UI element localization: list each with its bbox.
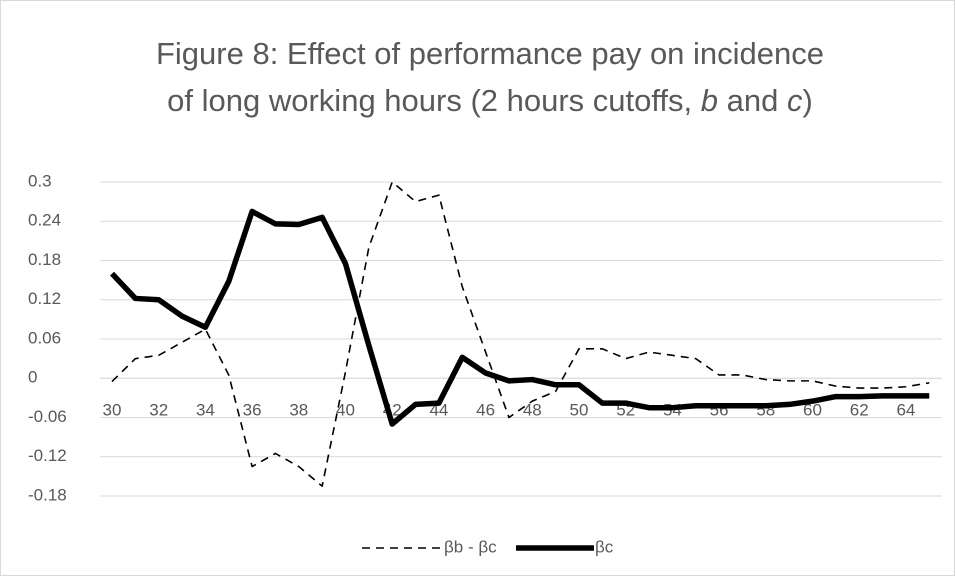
- legend-label: βb - βc: [444, 537, 497, 556]
- title-part: and: [718, 83, 787, 118]
- series-line: [109, 208, 930, 427]
- x-tick-label: 40: [336, 401, 355, 420]
- y-tick-label: 0: [28, 368, 37, 387]
- y-tick-label: -0.18: [28, 485, 67, 504]
- y-tick-label: 0.12: [28, 289, 61, 308]
- x-tick-label: 30: [103, 401, 122, 420]
- x-tick-label: 36: [243, 401, 262, 420]
- y-tick-label: 0.18: [28, 250, 61, 269]
- chart-title: of long working hours (2 hours cutoffs, …: [167, 83, 813, 118]
- y-tick-label: 0.3: [28, 171, 52, 190]
- x-tick-label: 64: [896, 401, 915, 420]
- x-tick-label: 32: [149, 401, 168, 420]
- chart-title: Figure 8: Effect of performance pay on i…: [156, 36, 824, 71]
- title-part: of long working hours (2 hours cutoffs,: [167, 83, 701, 118]
- title-part: c: [787, 83, 803, 118]
- x-tick-label: 48: [523, 401, 542, 420]
- x-tick-label: 60: [803, 401, 822, 420]
- legend-label: βc: [595, 537, 614, 556]
- x-tick-label: 46: [476, 401, 495, 420]
- x-tick-label: 50: [570, 401, 589, 420]
- title-part: b: [701, 83, 718, 118]
- y-tick-label: -0.12: [28, 446, 67, 465]
- y-tick-label: -0.06: [28, 407, 67, 426]
- y-tick-label: 0.06: [28, 328, 61, 347]
- x-tick-label: 38: [289, 401, 308, 420]
- x-tick-label: 34: [196, 401, 215, 420]
- x-tick-label: 62: [850, 401, 869, 420]
- title-part: ): [802, 83, 812, 118]
- series-line: [111, 181, 930, 487]
- title-part: Figure 8: Effect of performance pay on i…: [156, 36, 824, 71]
- y-tick-label: 0.24: [28, 211, 61, 230]
